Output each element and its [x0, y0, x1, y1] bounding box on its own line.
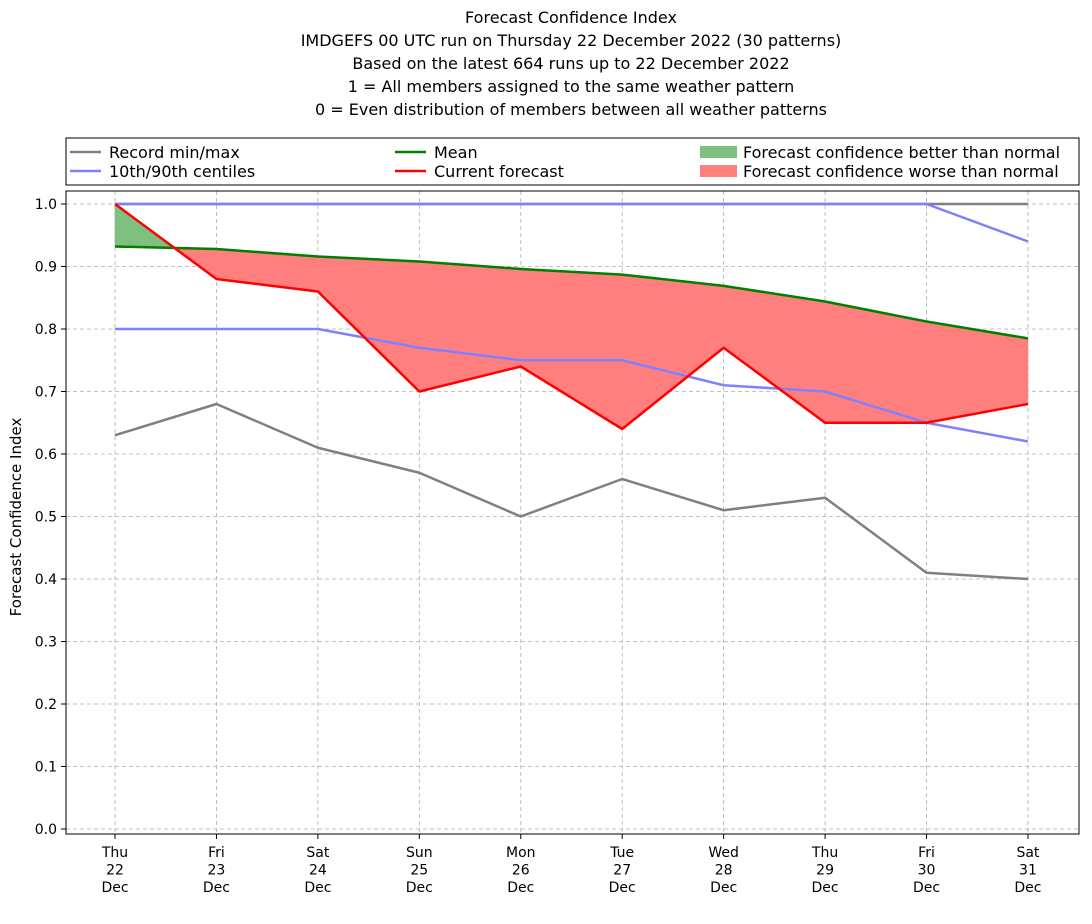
x-tick-label: Dec — [609, 880, 636, 896]
y-tick-label: 0.2 — [35, 697, 57, 713]
fill-worse-segment — [520, 268, 623, 430]
y-tick-label: 0.7 — [35, 385, 57, 401]
legend-worse-label: Forecast confidence worse than normal — [743, 162, 1059, 181]
x-tick-label: Wed — [708, 845, 739, 861]
series-mean-line — [114, 245, 1029, 340]
x-tick-label: Dec — [913, 880, 940, 896]
x-tick-label: 24 — [309, 863, 327, 879]
y-tick-label: 0.9 — [35, 260, 57, 276]
x-tick-label: Mon — [506, 845, 536, 861]
x-tick-label: 28 — [715, 863, 733, 879]
x-tick-label: Dec — [406, 880, 433, 896]
legend: Record min/max 10th/90th centiles Mean C… — [65, 137, 1080, 186]
x-tick-label: 29 — [816, 863, 834, 879]
x-tick-label: Dec — [101, 880, 128, 896]
legend-better-label: Forecast confidence better than normal — [743, 143, 1060, 162]
x-tick-label: Thu — [811, 845, 838, 861]
fill-worse-segment — [419, 261, 522, 392]
x-tick-label: Dec — [203, 880, 230, 896]
legend-frame — [65, 137, 1080, 186]
title-line-1: Forecast Confidence Index — [465, 8, 677, 27]
x-tick-label: Tue — [609, 845, 634, 861]
title-line-3: Based on the latest 664 runs up to 22 De… — [352, 54, 790, 73]
fill-worse-segment — [621, 274, 724, 430]
y-tick-label: 0.5 — [35, 510, 57, 526]
y-tick-label: 0.8 — [35, 322, 57, 338]
x-tick-label: 22 — [106, 863, 124, 879]
plot-frame — [65, 190, 1080, 835]
x-tick-label: Dec — [304, 880, 331, 896]
x-tick-label: Fri — [208, 845, 225, 861]
x-tick-label: 27 — [613, 863, 631, 879]
series-p90-line — [115, 202, 1029, 243]
x-tick-label: Sat — [1016, 845, 1039, 861]
title-line-2: IMDGEFS 00 UTC run on Thursday 22 Decemb… — [300, 31, 842, 50]
y-tick-label: 0.4 — [35, 572, 57, 588]
legend-mean-label: Mean — [434, 143, 478, 162]
legend-centiles-label: 10th/90th centiles — [109, 162, 255, 181]
series-lines — [114, 202, 1029, 581]
x-tick-label: Fri — [918, 845, 935, 861]
legend-record-label: Record min/max — [109, 143, 240, 162]
series-record-min-line — [114, 402, 1029, 581]
y-tick-label: 0.3 — [35, 635, 57, 651]
y-tick-label: 1.0 — [35, 197, 57, 213]
axes: 0.00.10.20.30.40.50.60.70.80.91.0Thu22De… — [35, 197, 1042, 896]
x-tick-label: Thu — [101, 845, 128, 861]
x-tick-label: Dec — [507, 880, 534, 896]
title-line-5: 0 = Even distribution of members between… — [314, 100, 828, 119]
title-line-4: 1 = All members assigned to the same wea… — [347, 77, 795, 96]
y-tick-label: 0.0 — [35, 822, 57, 838]
chart-title: Forecast Confidence Index IMDGEFS 00 UTC… — [0, 6, 1092, 121]
fill-worse-segment — [723, 285, 826, 424]
x-tick-label: 31 — [1019, 863, 1037, 879]
y-tick-label: 0.6 — [35, 447, 57, 463]
y-axis-label: Forecast Confidence Index — [7, 418, 25, 617]
x-tick-label: Dec — [812, 880, 839, 896]
confidence-fill — [114, 203, 1029, 430]
x-tick-label: Dec — [710, 880, 737, 896]
legend-worse-swatch — [700, 165, 737, 177]
legend-better-swatch — [700, 146, 737, 158]
x-tick-label: 23 — [208, 863, 226, 879]
x-tick-label: 25 — [410, 863, 428, 879]
series-current-line — [114, 202, 1029, 431]
x-tick-label: 30 — [918, 863, 936, 879]
legend-current-label: Current forecast — [434, 162, 564, 181]
x-tick-label: Sun — [406, 845, 433, 861]
series-p10-line — [115, 327, 1029, 443]
x-tick-label: Dec — [1014, 880, 1041, 896]
x-tick-label: 26 — [512, 863, 530, 879]
fill-worse-segment — [317, 256, 420, 393]
y-tick-label: 0.1 — [35, 760, 57, 776]
x-tick-label: Sat — [306, 845, 329, 861]
